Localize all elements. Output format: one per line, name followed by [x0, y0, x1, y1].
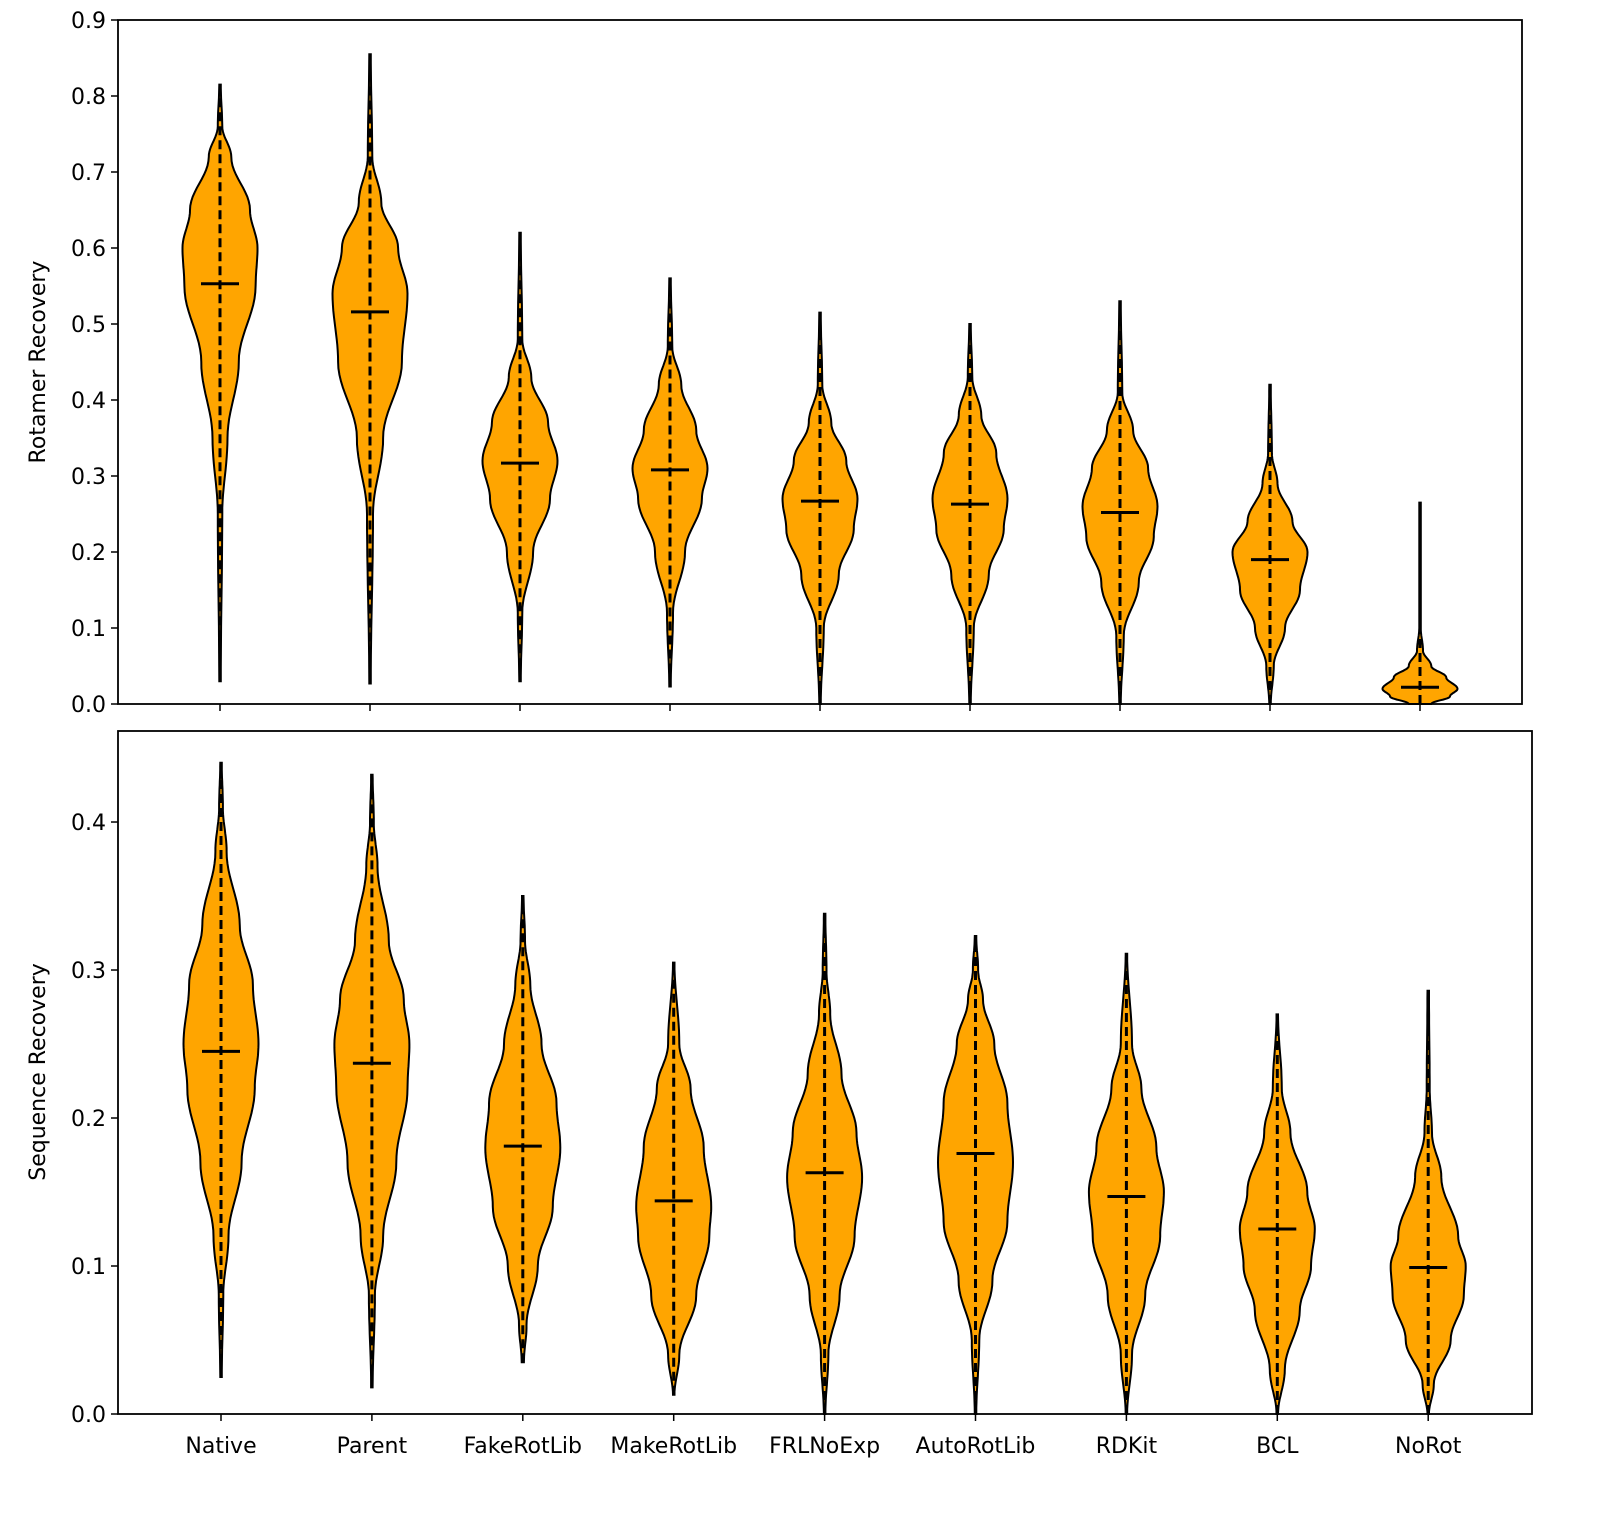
- y-tick-label: 0.3: [71, 959, 106, 984]
- y-tick-label: 0.0: [71, 1403, 106, 1428]
- plot-frame: [117, 19, 1523, 705]
- violin-body: [484, 895, 562, 1364]
- y-tick-label: 0.1: [71, 617, 106, 642]
- x-tick-label: NoRot: [1395, 1434, 1462, 1459]
- y-tick-label: 0.8: [71, 85, 106, 110]
- x-tick-label: FakeRotLib: [464, 1434, 582, 1459]
- violin-body: [781, 311, 859, 705]
- y-tick-label: 0.3: [71, 465, 106, 490]
- plot-frame: [117, 730, 1533, 1415]
- violin-body: [333, 773, 411, 1389]
- y-tick-label: 0.9: [71, 9, 106, 34]
- sequence-recovery-panel: Sequence Recovery 0.0 0.1 0.2 0.3 0.4 Native P…: [26, 730, 1533, 1459]
- x-tick-label: Parent: [337, 1434, 408, 1459]
- violin-body: [786, 912, 864, 1415]
- x-tick-label: RDKit: [1096, 1434, 1158, 1459]
- x-tick-label: FRLNoExp: [769, 1434, 880, 1459]
- y-tick-label: 0.0: [71, 693, 106, 718]
- rotamer-recovery-panel: Rotamer Recovery 0.0 0.1 0.2 0.3 0.4 0.5 0.6 0.…: [26, 9, 1523, 718]
- x-tick-label: BCL: [1256, 1434, 1299, 1459]
- y-axis-label: Rotamer Recovery: [26, 261, 51, 464]
- y-tick-label: 0.2: [71, 541, 106, 566]
- y-tick-label: 0.1: [71, 1255, 106, 1280]
- x-tick-label: MakeRotLib: [610, 1434, 737, 1459]
- y-tick-label: 0.2: [71, 1107, 106, 1132]
- x-tick-label: AutoRotLib: [916, 1434, 1036, 1459]
- y-tick-label: 0.6: [71, 237, 106, 262]
- violin-body: [182, 761, 260, 1378]
- y-tick-label: 0.7: [71, 161, 106, 186]
- x-tick-label: Native: [185, 1434, 256, 1459]
- y-axis-label: Sequence Recovery: [26, 963, 51, 1181]
- y-tick-label: 0.5: [71, 313, 106, 338]
- y-tick-label: 0.4: [71, 389, 106, 414]
- y-tick-label: 0.4: [71, 811, 106, 836]
